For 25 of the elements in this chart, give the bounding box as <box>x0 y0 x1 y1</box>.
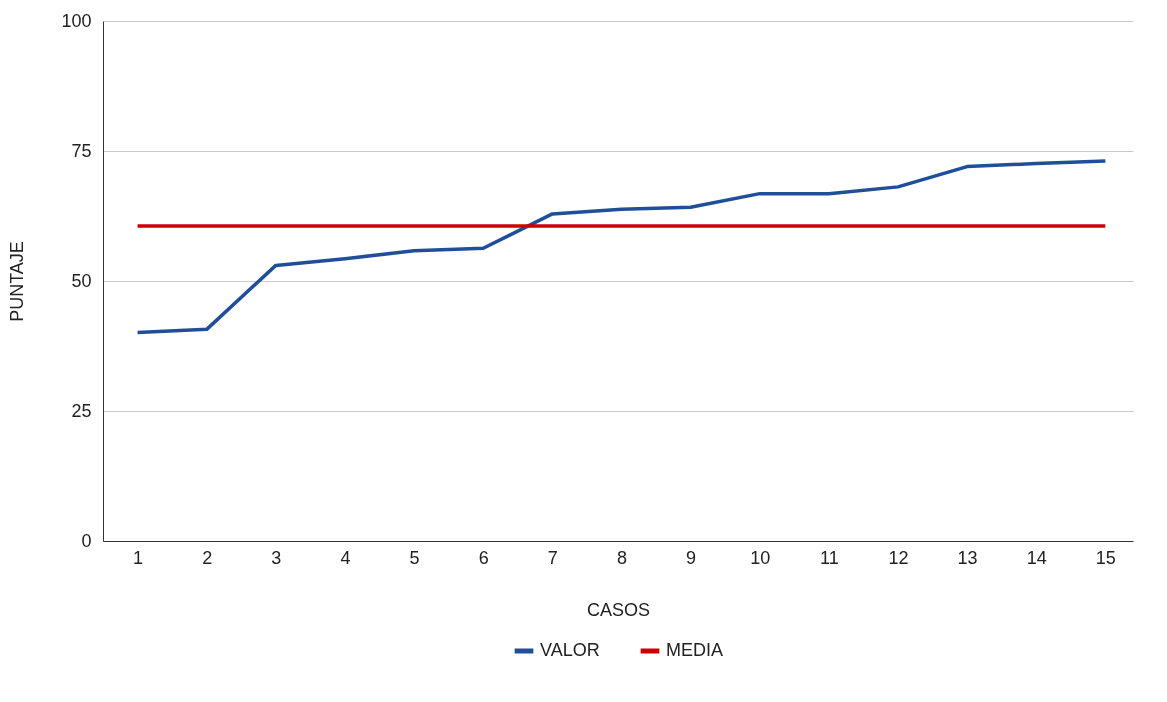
x-tick-label: 10 <box>750 547 771 568</box>
y-tick-label: 100 <box>61 10 92 31</box>
x-tick-label: 1 <box>133 547 144 568</box>
x-axis-title: CASOS <box>586 599 651 620</box>
x-tick-label: 2 <box>202 547 213 568</box>
x-tick-label: 9 <box>686 547 697 568</box>
x-tick-label: 8 <box>616 547 627 568</box>
x-tick-label: 13 <box>957 547 978 568</box>
x-tick-label: 7 <box>547 547 558 568</box>
x-tick-label: 4 <box>340 547 351 568</box>
x-tick-label: 15 <box>1095 547 1116 568</box>
x-tick-label: 14 <box>1026 547 1047 568</box>
y-tick-label: 25 <box>71 400 92 421</box>
x-tick-label: 5 <box>409 547 420 568</box>
y-tick-label: 0 <box>81 530 92 551</box>
line-series <box>135 159 1108 335</box>
x-tick-label: 12 <box>888 547 909 568</box>
x-tick-label: 11 <box>820 547 839 568</box>
x-tick-label: 6 <box>478 547 489 568</box>
y-tick-label: 75 <box>71 140 92 161</box>
y-axis-title: PUNTAJE <box>7 241 28 322</box>
x-tick-label: 3 <box>271 547 282 568</box>
legend-label: MEDIA <box>666 640 724 660</box>
y-tick-label: 50 <box>71 270 92 291</box>
legend-label: VALOR <box>540 640 600 660</box>
